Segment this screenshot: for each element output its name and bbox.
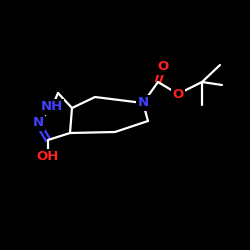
Text: OH: OH xyxy=(37,150,59,164)
Text: O: O xyxy=(158,60,168,74)
Text: N: N xyxy=(32,116,44,130)
Text: N: N xyxy=(138,96,148,110)
Text: NH: NH xyxy=(41,100,63,114)
Text: O: O xyxy=(172,88,184,101)
